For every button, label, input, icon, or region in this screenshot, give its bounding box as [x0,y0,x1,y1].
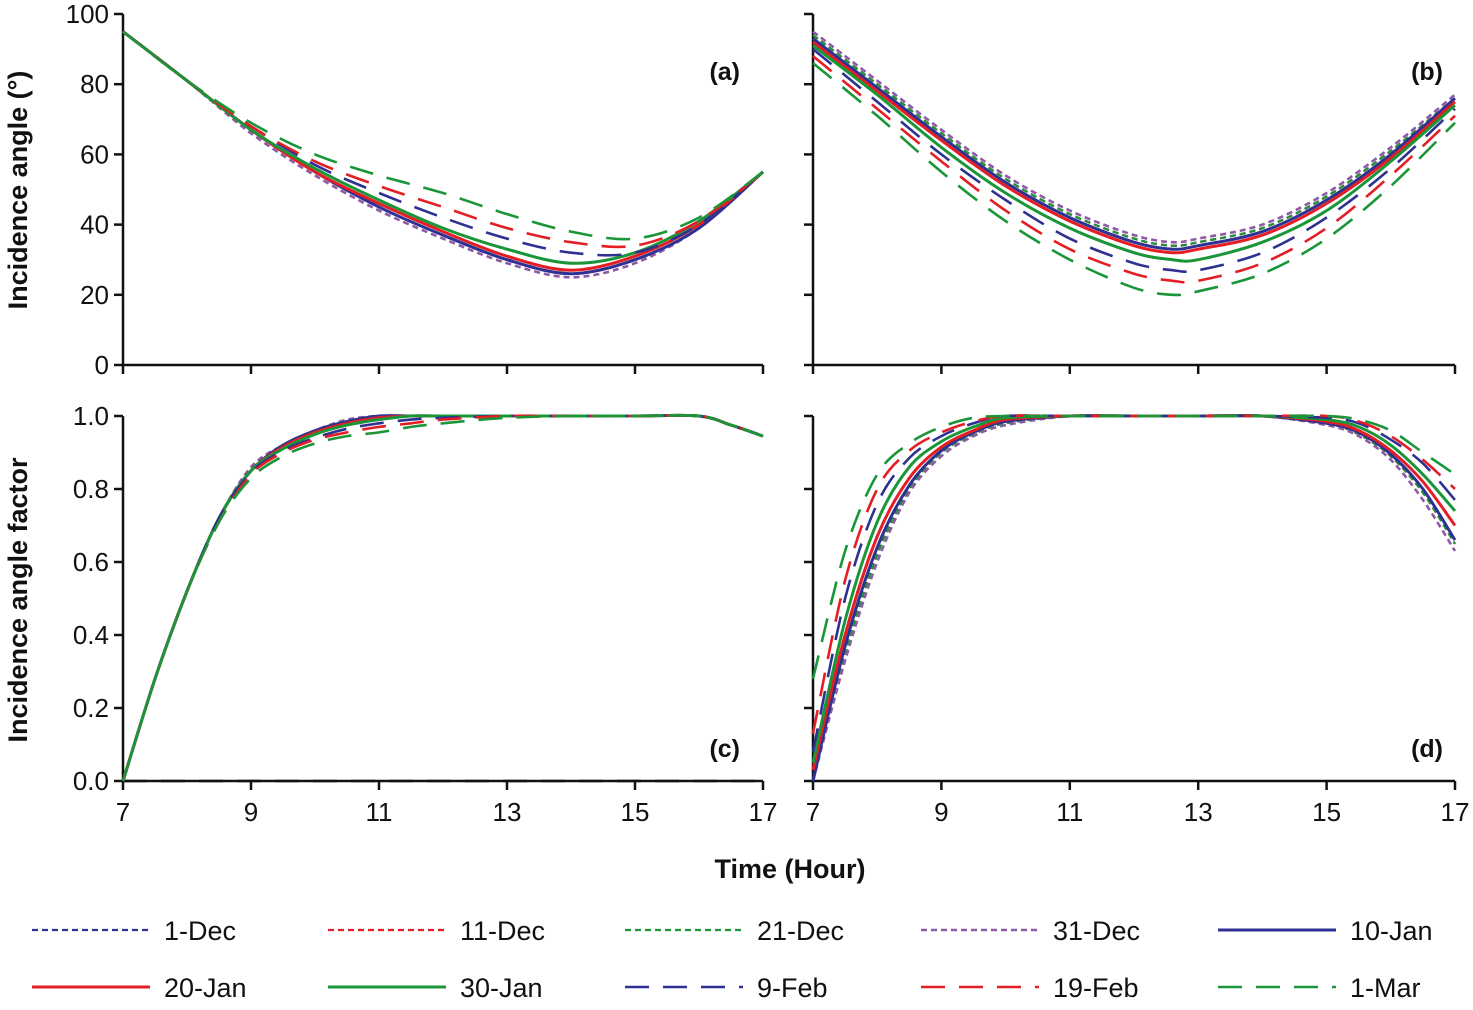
series-line-9-Feb [121,414,764,782]
series-line-19-Feb [811,414,1456,734]
series-group [121,413,764,782]
series-line-1-Mar [812,62,1456,297]
y-tick-label: 1.0 [73,401,109,431]
x-tick-label: 13 [1184,797,1213,827]
series-line-10-Jan [811,413,1457,782]
legend-label: 19-Feb [1053,973,1139,1003]
panel-tag: (c) [709,735,740,763]
x-tick-label: 13 [493,797,522,827]
y-tick-label: 0 [95,350,109,380]
series-line-11-Dec [121,414,764,782]
y-tick-label: 0.8 [73,474,109,504]
legend-label: 21-Dec [757,916,844,946]
series-line-10-Jan [812,37,1456,251]
series-line-19-Feb [812,55,1456,284]
legend-item: 19-Feb [921,973,1139,1003]
y-tick-label: 60 [80,139,109,169]
series-line-21-Dec [812,34,1456,247]
series-group [811,413,1457,782]
series-line-31-Dec [811,414,1457,782]
y-tick-label: 80 [80,69,109,99]
legend-label: 9-Feb [757,973,828,1003]
series-line-10-Jan [121,413,764,782]
legend-label: 30-Jan [460,973,543,1003]
series-line-1-Mar [811,414,1456,680]
series-line-30-Jan [121,413,764,782]
legend-item: 11-Dec [328,916,545,946]
legend-item: 9-Feb [625,973,828,1003]
y-tick-label: 0.2 [73,693,109,723]
legend-item: 31-Dec [921,916,1140,946]
y-tick-label: 0.4 [73,620,109,650]
series-line-20-Jan [812,40,1456,255]
panel-tag: (b) [1411,58,1443,86]
x-tick-label: 15 [621,797,650,827]
panels: 0 20 40 60 80 100 (a) (b) 0.0 0.2 0.4 0.6 0.8 1.0 7 9 11… [66,0,1470,827]
series-line-1-Mar [122,30,764,241]
legend-label: 20-Jan [164,973,247,1003]
legend-item: 30-Jan [328,973,543,1003]
series-line-1-Dec [811,414,1456,782]
panel-tag: (d) [1411,735,1443,763]
series-line-11-Dec [812,34,1456,247]
series-group [812,30,1456,297]
legend-label: 1-Dec [164,916,236,946]
legend-item: 20-Jan [32,973,247,1003]
series-line-30-Jan [811,414,1457,764]
legend-label: 1-Mar [1350,973,1421,1003]
panel-c: 0.0 0.2 0.4 0.6 0.8 1.0 7 9 11 13 15 17 (c) [73,401,778,827]
x-tick-label: 9 [244,797,258,827]
series-line-31-Dec [122,30,764,279]
series-line-21-Dec [811,414,1456,782]
series-line-1-Dec [812,34,1456,247]
legend-item: 10-Jan [1218,916,1433,946]
x-tick-label: 11 [366,797,393,827]
x-tick-label: 7 [116,797,130,827]
series-line-31-Dec [812,30,1456,244]
series-line-30-Jan [812,44,1456,263]
series-line-11-Dec [811,414,1456,782]
series-line-30-Jan [122,30,764,265]
panel-a: 0 20 40 60 80 100 (a) [66,0,765,380]
x-tick-label: 17 [1441,797,1470,827]
series-line-1-Dec [121,414,764,782]
series-line-9-Feb [122,30,764,257]
series-line-20-Jan [121,413,764,782]
y-axis-title-bottom: Incidence angle factor [3,457,33,743]
legend-label: 10-Jan [1350,916,1433,946]
legend-item: 1-Mar [1218,973,1421,1003]
series-group [122,30,764,279]
legend-label: 11-Dec [460,916,545,946]
panel-b: (b) [804,12,1457,374]
y-tick-label: 100 [66,0,109,29]
panel-d: 7 9 11 13 15 17 (d) [804,413,1470,827]
series-line-1-Mar [121,414,764,782]
series-line-31-Dec [121,414,764,782]
x-axis-title: Time (Hour) [714,854,865,884]
series-line-19-Feb [122,30,764,249]
series-line-21-Dec [121,414,764,782]
legend-label: 31-Dec [1053,916,1140,946]
x-tick-label: 17 [749,797,778,827]
y-axis-title-top: Incidence angle (°) [3,71,33,310]
y-tick-label: 0.0 [73,766,109,796]
series-line-19-Feb [121,414,764,782]
x-tick-label: 7 [806,797,820,827]
y-tick-label: 40 [80,210,109,240]
legend-item: 1-Dec [32,916,236,946]
x-tick-label: 9 [934,797,948,827]
y-tick-label: 20 [80,280,109,310]
y-tick-label: 0.6 [73,547,109,577]
panel-tag: (a) [709,58,740,86]
x-tick-label: 11 [1056,797,1083,827]
legend-item: 21-Dec [625,916,844,946]
legend: 1-Dec 11-Dec 21-Dec 31-Dec 10-Jan 20-Jan 30-Ja… [32,916,1433,1003]
x-tick-label: 15 [1312,797,1341,827]
